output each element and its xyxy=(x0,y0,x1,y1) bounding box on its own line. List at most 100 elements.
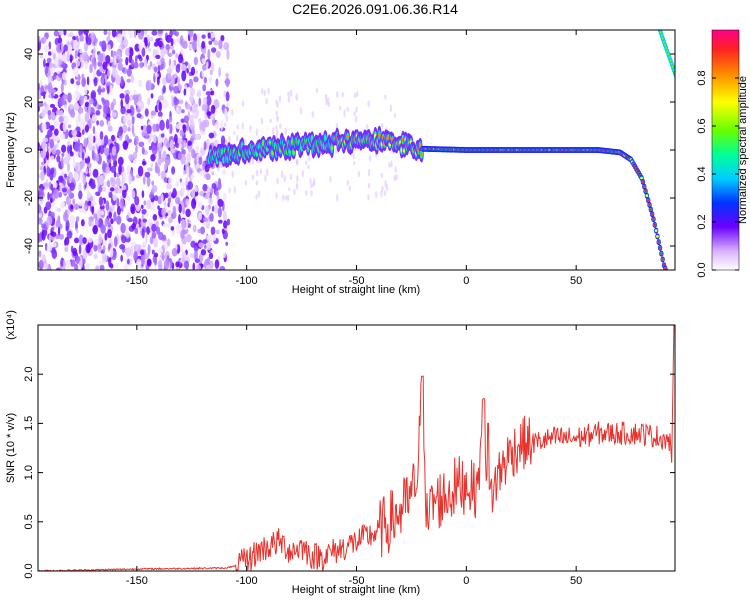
spectrogram-noise-cell xyxy=(352,153,355,160)
spectrogram-noise-cell xyxy=(241,100,245,108)
spectrogram-noise-cell xyxy=(272,127,275,135)
spectrogram-noise-cell xyxy=(95,110,101,116)
spectrogram-noise-cell xyxy=(210,62,215,73)
spectrogram-noise-cell xyxy=(187,190,190,198)
spectrogram-ridge-cell xyxy=(649,208,653,211)
spectrogram-noise-cell xyxy=(185,198,190,206)
spectrogram-noise-cell xyxy=(177,137,182,144)
spectrogram-noise-cell xyxy=(81,151,85,161)
spectrogram-noise-cell xyxy=(92,125,96,135)
spectrogram-noise-cell xyxy=(137,54,142,59)
spectrogram-noise-cell xyxy=(38,250,42,258)
spectrogram-noise-cell xyxy=(168,191,173,200)
spectrogram-noise-cell xyxy=(151,231,157,239)
spectrogram-noise-cell xyxy=(192,224,197,233)
spectrogram-noise-cell xyxy=(209,69,213,76)
spectrogram-noise-cell xyxy=(199,226,206,235)
spectrogram-noise-cell xyxy=(42,182,49,187)
spectrogram-noise-cell xyxy=(213,98,220,110)
spectrogram-noise-cell xyxy=(200,147,206,157)
spectrogram-noise-cell xyxy=(40,141,47,150)
spectrogram-noise-cell xyxy=(117,132,122,137)
spectrogram-noise-cell xyxy=(217,198,224,208)
spectrogram-noise-cell xyxy=(192,40,197,52)
spectrogram-noise-cell xyxy=(214,120,220,130)
spectrogram-noise-cell xyxy=(383,190,387,196)
spectrogram-noise-cell xyxy=(75,227,79,235)
spectrogram-noise-cell xyxy=(112,66,116,76)
spectrogram-noise-cell xyxy=(201,47,207,55)
spectrogram-noise-cell xyxy=(84,151,89,159)
spectrogram-noise-cell xyxy=(166,67,173,75)
spectrogram-noise-cell xyxy=(115,75,122,86)
spectrogram-noise-cell xyxy=(89,107,95,115)
bottom-x-tick-label: -150 xyxy=(126,575,148,587)
spectrogram-noise-cell xyxy=(198,156,203,166)
bottom-y-tick-label: 0.5 xyxy=(23,514,35,529)
spectrogram-noise-cell xyxy=(49,197,53,204)
spectrogram-noise-cell xyxy=(174,196,181,205)
spectrogram-noise-cell xyxy=(66,145,71,154)
spectrogram-noise-cell xyxy=(70,204,74,210)
spectrogram-noise-cell xyxy=(88,218,92,227)
spectrogram-noise-cell xyxy=(55,143,59,149)
spectrogram-noise-cell xyxy=(169,139,174,151)
spectrogram-noise-cell xyxy=(218,39,223,50)
spectrogram-noise-cell xyxy=(71,129,78,137)
spectrogram-noise-cell xyxy=(136,30,142,34)
spectrogram-noise-cell xyxy=(58,116,64,123)
spectrogram-noise-cell xyxy=(220,135,226,146)
spectrogram-noise-cell xyxy=(180,229,185,240)
spectrogram-noise-cell xyxy=(136,223,140,229)
bottom-y-tick-label: 1.5 xyxy=(23,416,35,431)
spectrogram-noise-cell xyxy=(194,134,201,140)
spectrogram-ridge-cell xyxy=(676,78,678,81)
spectrogram-noise-cell xyxy=(275,192,278,200)
spectrogram-noise-cell xyxy=(63,44,68,52)
spectrogram-noise-cell xyxy=(111,30,117,38)
spectrogram-noise-cell xyxy=(64,246,69,253)
spectrogram-noise-cell xyxy=(142,176,146,185)
spectrogram-noise-cell xyxy=(346,180,350,186)
spectrogram-noise-cell xyxy=(76,116,79,128)
spectrogram-ridge-cell xyxy=(651,8,655,14)
spectrogram-ridge-cell xyxy=(656,235,659,238)
bottom-x-ticks: -150 -100 -50 0 50 xyxy=(126,325,582,587)
spectrogram-noise-cell xyxy=(127,126,131,132)
spectrogram-noise-cell xyxy=(66,196,72,206)
spectrogram-noise-cell xyxy=(287,91,290,97)
top-x-tick-label: -50 xyxy=(349,275,365,287)
spectrogram-noise-cell xyxy=(81,129,85,136)
spectrogram-noise-cell xyxy=(296,174,299,183)
spectrogram-noise-cell xyxy=(189,93,194,105)
spectrogram-noise-cell xyxy=(336,193,339,202)
spectrogram-noise-cell xyxy=(43,58,46,68)
spectrogram-noise-cell xyxy=(201,69,205,78)
spectrogram-noise-cell xyxy=(48,51,52,56)
spectrogram-noise-cell xyxy=(96,88,103,93)
spectrogram-noise-cell xyxy=(155,54,161,59)
spectrogram-noise-cell xyxy=(53,30,59,37)
spectrogram-noise-cell xyxy=(151,185,158,193)
spectrogram-noise-cell xyxy=(385,184,389,192)
spectrogram-noise-cell xyxy=(161,193,164,203)
spectrogram-noise-cell xyxy=(287,186,291,192)
spectrogram-noise-cell xyxy=(193,76,199,83)
spectrogram-noise-cell xyxy=(78,111,81,123)
spectrogram-noise-cell xyxy=(45,150,50,160)
spectrogram-noise-cell xyxy=(165,43,170,52)
spectrogram-noise-cell xyxy=(251,157,254,166)
spectrogram-noise-cell xyxy=(194,158,197,166)
spectrogram-noise-cell xyxy=(275,125,278,131)
spectrogram-noise-cell xyxy=(167,238,171,247)
spectrogram-noise-cell xyxy=(380,172,384,178)
spectrogram-noise-cell xyxy=(144,108,149,117)
spectrogram-noise-cell xyxy=(127,119,132,128)
spectrogram-ridge-cell xyxy=(646,199,650,202)
spectrogram-noise-cell xyxy=(126,195,131,202)
spectrogram-noise-cell xyxy=(41,108,46,119)
spectrogram-noise-cell xyxy=(99,174,104,186)
spectrogram-noise-cell xyxy=(210,104,216,114)
spectrogram-noise-cell xyxy=(196,33,201,38)
spectrogram-noise-cell xyxy=(61,144,67,153)
